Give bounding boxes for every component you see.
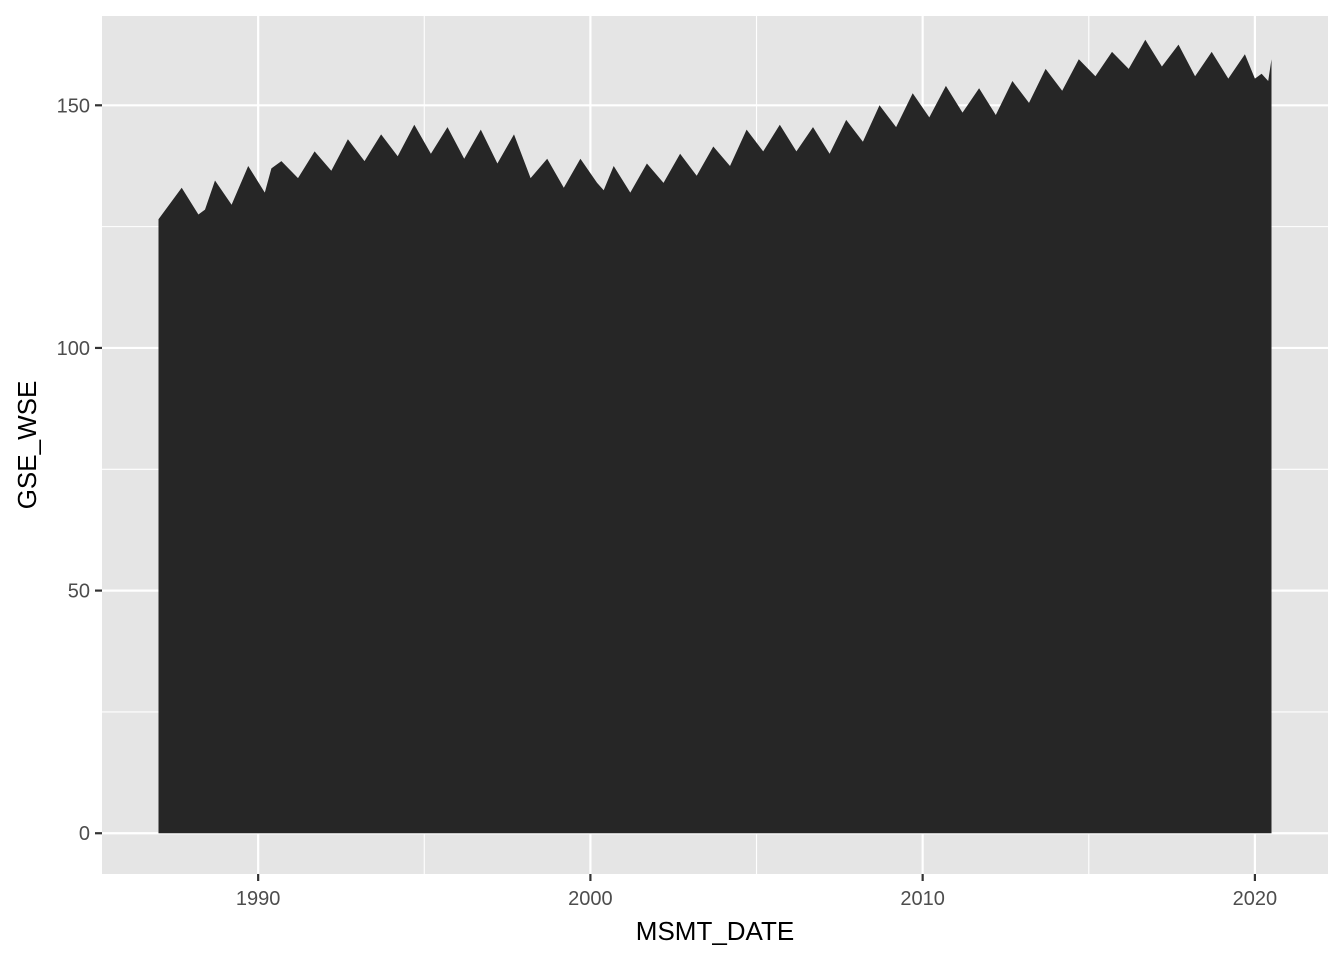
x-axis-title: MSMT_DATE xyxy=(636,916,794,946)
y-tick-label: 50 xyxy=(68,581,90,603)
y-axis-title: GSE_WSE xyxy=(12,381,42,510)
x-tick-label: 2010 xyxy=(900,888,945,910)
x-tick-label: 2020 xyxy=(1233,888,1278,910)
x-tick-label: 1990 xyxy=(236,888,281,910)
y-tick-label: 150 xyxy=(57,95,90,117)
x-tick-label: 2000 xyxy=(568,888,613,910)
area-series xyxy=(158,39,1272,834)
y-tick-label: 0 xyxy=(79,823,90,845)
y-tick-label: 100 xyxy=(57,338,90,360)
y-axis-ticks: 0 50 100 150 xyxy=(57,95,102,845)
x-axis-ticks: 1990 2000 2010 2020 xyxy=(236,874,1277,910)
